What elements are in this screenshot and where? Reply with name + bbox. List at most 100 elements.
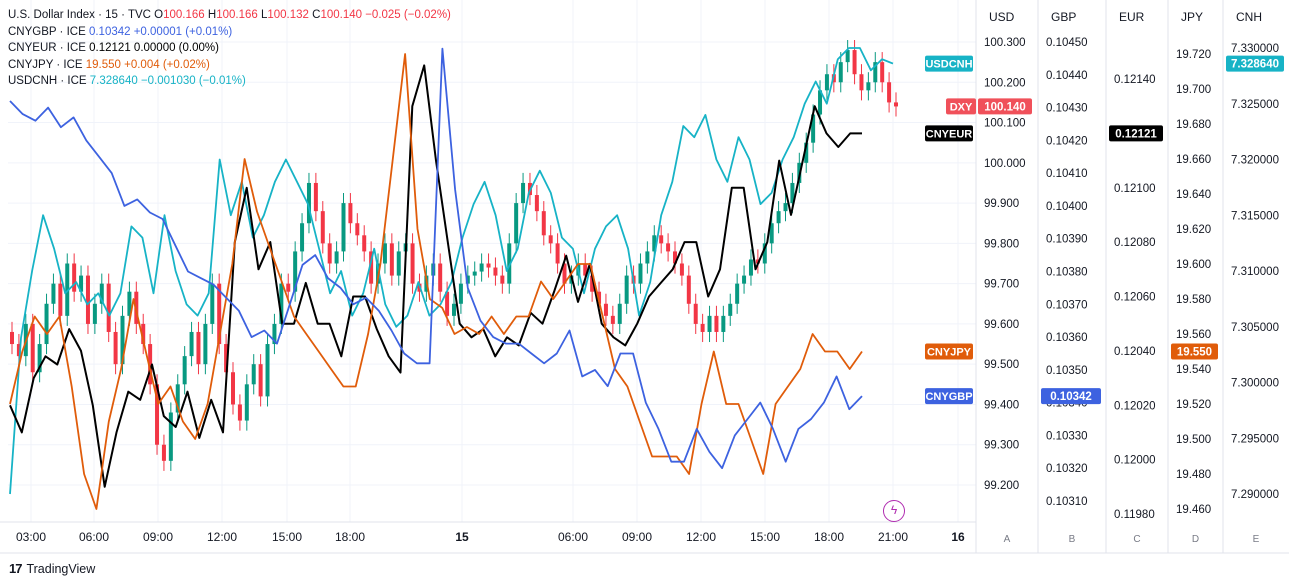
x-tick-label: 09:00 [622,530,652,544]
candle-body [293,251,298,292]
y-tick-label: 7.305000 [1231,322,1279,334]
y-tick-label: 7.295000 [1231,433,1279,445]
axis-badge: 19.550 [1171,343,1218,360]
axis-header: USD [989,10,1015,24]
candle-body [762,243,767,264]
series-tag: USDCNH [925,55,973,72]
legend-value: 19.550 [85,58,125,71]
legend-ohlc-value: 100.140 [320,9,366,21]
axis-badge-value: 0.10342 [1050,391,1092,403]
series-tag-label: USDCNH [925,59,972,71]
y-tick-label: 99.400 [984,399,1019,411]
series-tag-label: CNYEUR [926,128,973,140]
candle-body [382,243,387,264]
candle-body [113,331,118,365]
candle-body [327,243,332,264]
candle-body [355,223,360,236]
candle-body [617,303,622,324]
candle-body [811,114,816,143]
legend-ohlc-key: O [154,9,164,21]
axis-badge: 0.12121 [1109,125,1163,142]
candle-body [92,303,97,324]
legend-ohlc-key: C [312,9,321,21]
legend-ohlc-value: 100.166 [163,9,208,21]
candle-body [65,263,70,316]
candle-body [106,283,111,332]
candle-body [175,384,180,413]
candle-body [51,283,56,304]
candle-body [127,291,132,316]
candle-body [396,251,401,276]
candle-body [168,412,173,461]
axis-header: GBP [1051,10,1076,24]
y-tick-label: 19.540 [1176,364,1211,376]
series-tag: CNYEUR [925,125,973,142]
series-tag-bg [925,55,973,72]
legend-row[interactable]: U.S. Dollar Index · 15 · TVC O100.166 H1… [8,7,451,24]
y-tick-label: 19.640 [1176,189,1211,201]
candle-body [714,315,719,332]
candle-body [300,223,305,252]
candle-body [37,344,42,373]
axis-badge-bg [1226,55,1284,72]
candle-body [217,283,222,345]
y-tick-label: 7.325000 [1231,99,1279,111]
candle-body [514,203,519,244]
x-tick-label: 15 [455,530,469,544]
candle-body [479,263,484,272]
chart-legend: U.S. Dollar Index · 15 · TVC O100.166 H1… [8,7,451,90]
y-tick-label: 7.310000 [1231,266,1279,278]
y-tick-label: 0.10310 [1046,496,1088,508]
series-tag-bg [946,98,976,115]
y-tick-label: 19.500 [1176,434,1211,446]
tradingview-logo-icon: 17 [9,561,23,576]
series-tag-label: CNYGBP [925,391,972,403]
candle-body [824,74,829,91]
candle-body [334,251,339,264]
y-tick-label: 0.12040 [1114,346,1156,358]
y-tick-label: 100.000 [984,158,1026,170]
lightning-icon[interactable]: ϟ [883,500,905,522]
y-tick-label: 19.480 [1176,469,1211,481]
legend-row[interactable]: CNYEUR · ICE 0.12121 0.00000 (0.00%) [8,40,451,57]
candle-body [10,331,14,345]
axis-badge-bg [1041,388,1101,405]
candle-body [748,259,753,276]
candle-body [445,291,450,316]
candle-body [189,331,194,357]
legend-row[interactable]: CNYJPY · ICE 19.550 +0.004 (+0.02%) [8,57,451,74]
candle-body [44,303,49,345]
y-tick-label: 19.520 [1176,399,1211,411]
y-tick-label: 99.700 [984,279,1019,291]
legend-row[interactable]: CNYGBP · ICE 0.10342 +0.00001 (+0.01%) [8,24,451,41]
legend-value: 0.12121 [89,42,134,55]
y-tick-label: 0.10350 [1046,365,1088,377]
axis-letter-badge: B [1069,534,1076,545]
candle-body [693,303,698,324]
candle-body [313,182,318,212]
candle-body [700,323,705,332]
y-tick-label: 7.290000 [1231,489,1279,501]
candle-body [458,283,463,304]
candle-body [652,235,657,252]
candle-body [548,235,553,244]
axis-value-badge: 100.140 [984,101,1026,113]
candle-body [659,235,664,244]
brand-label: TradingView [26,561,96,576]
y-tick-label: 19.700 [1176,84,1211,96]
candle-body [16,344,21,357]
legend-row[interactable]: USDCNH · ICE 7.328640 −0.001030 (−0.01%) [8,73,451,90]
series-tag-bg [925,343,973,360]
candle-body [783,203,788,212]
axis-value-badge-bg [978,98,1032,115]
candle-body [472,271,477,276]
x-tick-label: 16 [951,530,965,544]
candle-body [231,372,235,405]
y-tick-label: 0.12020 [1114,400,1156,412]
y-tick-label: 0.10370 [1046,299,1088,311]
candle-body [500,275,505,284]
series-tag: CNYJPY [925,343,973,360]
candle-body [894,102,898,107]
candle-body [99,283,104,304]
